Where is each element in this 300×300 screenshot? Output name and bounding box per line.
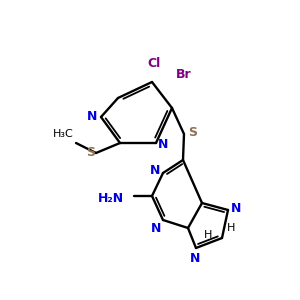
Text: H₂N: H₂N xyxy=(98,191,124,205)
Text: N: N xyxy=(87,110,97,124)
Text: N: N xyxy=(190,252,200,265)
Text: H: H xyxy=(227,223,236,233)
Text: H: H xyxy=(204,230,212,240)
Text: N: N xyxy=(231,202,242,215)
Text: H₃C: H₃C xyxy=(53,129,74,139)
Text: S: S xyxy=(86,146,95,158)
Text: Br: Br xyxy=(176,68,192,80)
Text: S: S xyxy=(188,127,197,140)
Text: Cl: Cl xyxy=(147,57,161,70)
Text: N: N xyxy=(150,164,160,178)
Text: N: N xyxy=(151,222,161,235)
Text: N: N xyxy=(158,137,168,151)
